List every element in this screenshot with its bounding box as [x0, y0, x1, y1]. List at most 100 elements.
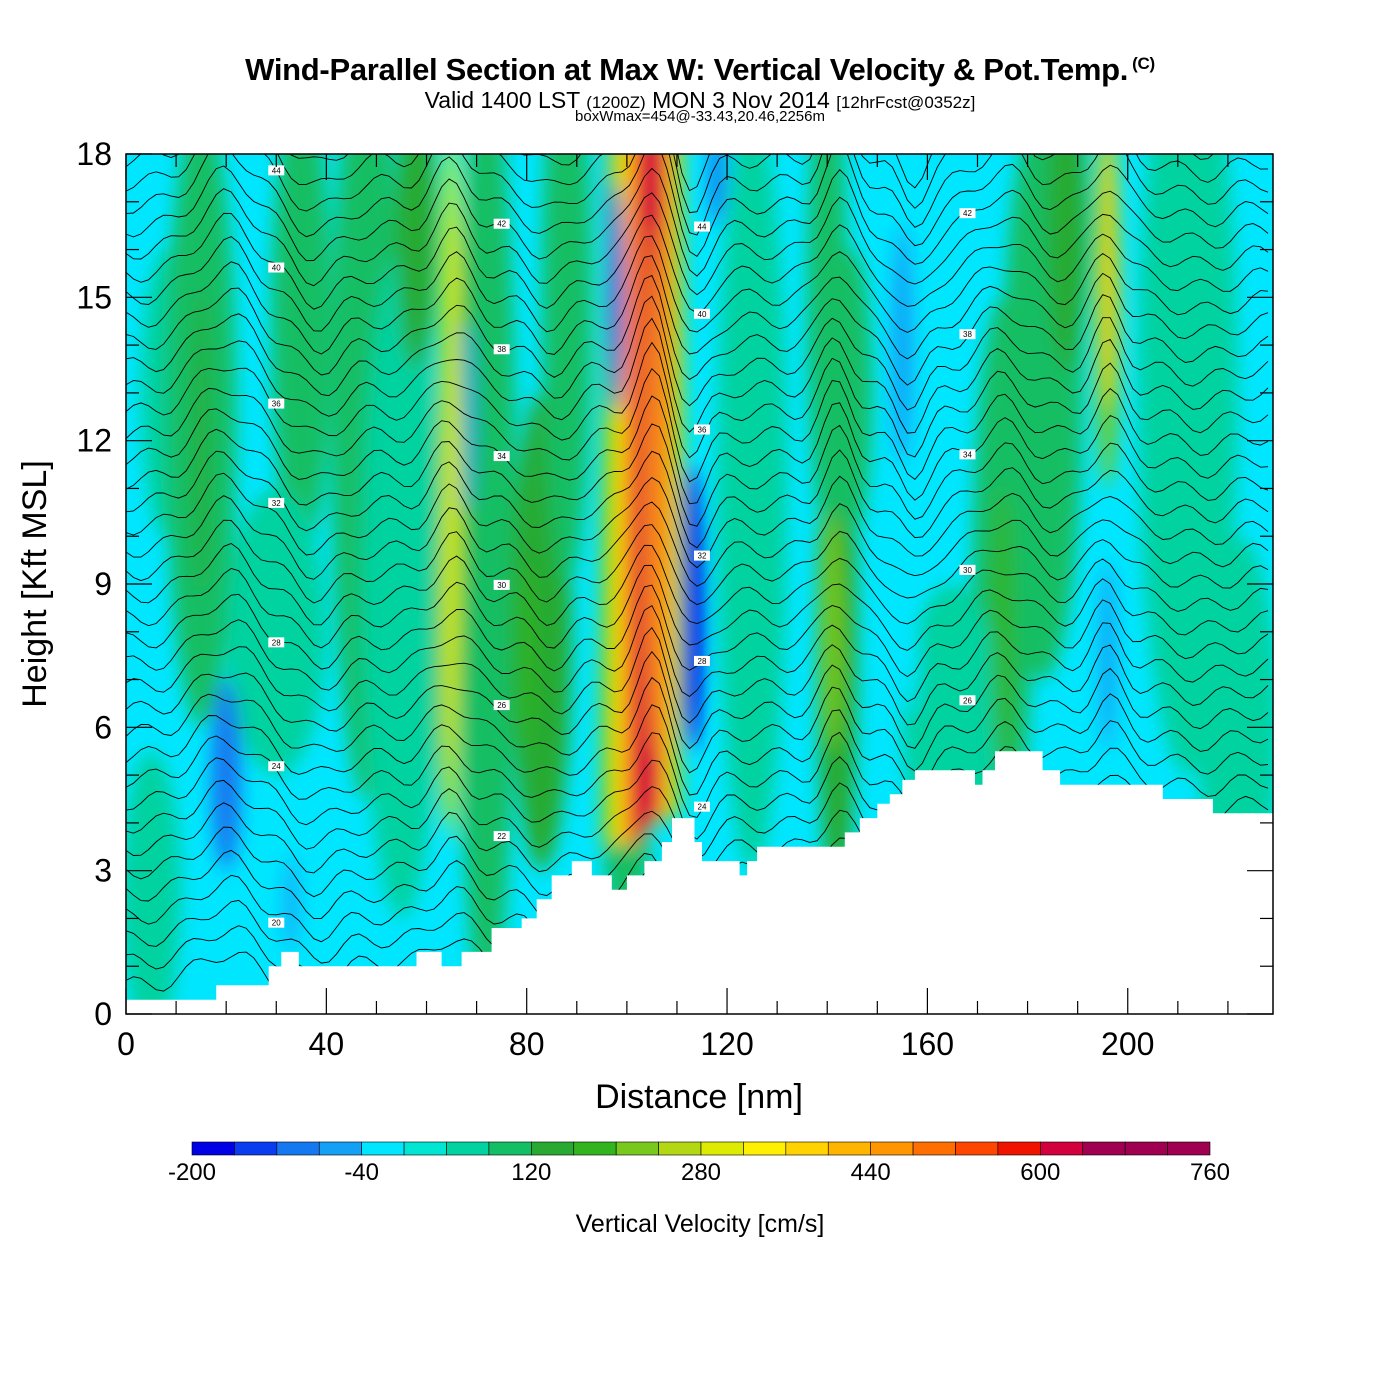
contour-label-text: 44	[272, 166, 281, 175]
axis-ticks	[125, 153, 1273, 1015]
title-text: Wind-Parallel Section at Max W: Vertical…	[245, 52, 1129, 87]
velocity-feature	[684, 512, 699, 704]
colorbar-box	[1124, 1141, 1168, 1156]
contour-label: 36	[268, 398, 285, 409]
contour-label-text: 28	[698, 657, 707, 666]
contour-label-bg	[268, 917, 285, 928]
contour-label: 22	[493, 831, 510, 842]
colorbar-box	[743, 1141, 787, 1156]
contour-label-text: 42	[963, 209, 972, 218]
theta-contour	[126, 650, 1269, 750]
colorbar-box	[870, 1141, 914, 1156]
contour-label-bg	[959, 329, 976, 340]
contour-label: 24	[694, 801, 711, 812]
contour-label: 42	[493, 218, 510, 229]
contour-label: 34	[493, 451, 510, 462]
contour-label-text: 42	[497, 220, 506, 229]
contour-label-bg	[268, 262, 285, 273]
colorbar-box	[403, 1141, 447, 1156]
velocity-core	[822, 512, 843, 752]
contour-label: 24	[268, 761, 285, 772]
x-tick-label: 80	[509, 1026, 545, 1062]
velocity-feature	[609, 182, 624, 412]
y-tick-label: 15	[76, 279, 112, 315]
colorbar-box	[912, 1141, 956, 1156]
theta-contour	[126, 395, 1269, 505]
contour-label: 30	[493, 579, 510, 590]
contour-label-text: 24	[272, 762, 281, 771]
theta-contour	[126, 731, 1269, 818]
contour-label-text: 38	[963, 330, 972, 339]
x-axis-tick-labels: 0 40 80 120 160 200	[117, 1026, 1154, 1062]
contour-label-text: 44	[698, 223, 707, 232]
colorbar-box	[827, 1141, 871, 1156]
theta-contour	[126, 472, 1269, 569]
colorbar-box	[361, 1141, 405, 1156]
contour-label: 32	[268, 497, 285, 508]
contour-label: 38	[493, 344, 510, 355]
contour-label-text: 20	[272, 919, 281, 928]
contour-label-bg	[493, 700, 510, 711]
contour-label-bg	[268, 497, 285, 508]
x-tick-label: 120	[700, 1026, 753, 1062]
contour-label: 28	[268, 637, 285, 648]
contour-label-bg	[493, 344, 510, 355]
contour-label: 40	[694, 308, 711, 319]
theta-contour	[126, 519, 1269, 606]
contour-label-bg	[493, 831, 510, 842]
contour-label-bg	[493, 218, 510, 229]
velocity-region	[361, 249, 442, 919]
contour-label-bg	[268, 637, 285, 648]
x-tick-label: 200	[1101, 1026, 1154, 1062]
chart-subtitle: Valid 1400 LST (1200Z) MON 3 Nov 2014 [1…	[0, 87, 1400, 114]
colorbar-box	[573, 1141, 617, 1156]
velocity-region	[396, 154, 437, 369]
terrain-mask	[126, 751, 1273, 1014]
velocity-feature	[194, 287, 209, 594]
velocity-feature	[219, 698, 234, 852]
theta-contour	[126, 564, 1269, 651]
velocity-core	[892, 225, 913, 465]
contour-label-bg	[268, 761, 285, 772]
colorbar-tick-label: 280	[681, 1159, 721, 1186]
contour-label-text: 38	[497, 345, 506, 354]
contour-label-text: 32	[698, 552, 707, 561]
contour-label-text: 28	[272, 638, 281, 647]
velocity-region	[226, 488, 327, 776]
colorbar-box	[785, 1141, 829, 1156]
velocity-core	[906, 593, 919, 718]
contour-label-text: 40	[272, 264, 281, 273]
theta-contour	[126, 449, 1269, 549]
contour-label-text: 32	[272, 499, 281, 508]
x-axis-title: Distance [nm]	[595, 1078, 803, 1116]
x-tick-label: 40	[309, 1026, 345, 1062]
theta-contour	[126, 495, 1269, 587]
colorbar-box	[1040, 1141, 1084, 1156]
velocity-region	[717, 154, 788, 871]
theta-contour	[126, 423, 1269, 527]
velocity-region	[126, 751, 182, 1014]
contour-label-text: 26	[497, 701, 506, 710]
contour-label-bg	[959, 564, 976, 575]
y-tick-label: 6	[94, 709, 112, 745]
y-tick-label: 18	[76, 136, 112, 172]
contour-label-bg	[268, 398, 285, 409]
velocity-feature	[444, 230, 459, 842]
contour-label: 40	[268, 262, 285, 273]
contour-label: 44	[694, 221, 711, 232]
theta-contour	[126, 584, 1269, 678]
contour-label-text: 30	[963, 566, 972, 575]
theta-contour	[126, 235, 1269, 333]
contour-label-text: 26	[963, 696, 972, 705]
colorbar-box	[1082, 1141, 1126, 1156]
colorbar-tick-label: 120	[511, 1159, 551, 1186]
colorbar-tick-label: 600	[1020, 1159, 1060, 1186]
theta-contour	[126, 341, 1269, 459]
contour-label-bg	[959, 208, 976, 219]
y-axis-tick-labels: 0 3 6 9 12 15 18	[76, 136, 112, 1032]
velocity-core	[709, 154, 726, 226]
valid-prefix: Valid 1400 LST	[424, 87, 580, 113]
contour-label-bg	[268, 165, 285, 176]
colorbar-box	[997, 1141, 1041, 1156]
